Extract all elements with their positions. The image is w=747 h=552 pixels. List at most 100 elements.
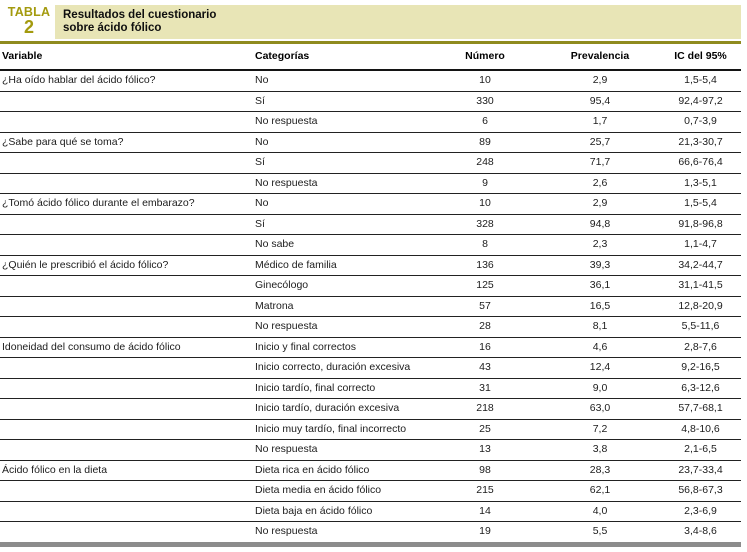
cell-prevalencia: 8,1	[540, 316, 660, 338]
cell-variable	[0, 521, 255, 547]
table-row: Ginecólogo 125 36,1 31,1-41,5	[0, 275, 741, 297]
cell-prevalencia: 5,5	[540, 521, 660, 547]
accent-rule	[0, 41, 741, 44]
cell-numero: 125	[430, 275, 540, 297]
cell-ic: 92,4-97,2	[660, 91, 741, 112]
cell-categoria: Dieta media en ácido fólico	[255, 480, 430, 502]
table-row: Inicio tardío, duración excesiva 218 63,0 5…	[0, 398, 741, 420]
cell-ic: 1,5-5,4	[660, 70, 741, 92]
cell-categoria: Inicio correcto, duración excesiva	[255, 357, 430, 379]
cell-numero: 31	[430, 378, 540, 399]
cell-variable	[0, 357, 255, 379]
cell-ic: 34,2-44,7	[660, 255, 741, 276]
cell-ic: 23,7-33,4	[660, 460, 741, 481]
cell-prevalencia: 71,7	[540, 152, 660, 174]
cell-ic: 9,2-16,5	[660, 357, 741, 379]
cell-prevalencia: 95,4	[540, 91, 660, 112]
cell-prevalencia: 2,6	[540, 173, 660, 194]
cell-ic: 2,1-6,5	[660, 439, 741, 461]
cell-prevalencia: 25,7	[540, 132, 660, 153]
cell-numero: 330	[430, 91, 540, 112]
cell-categoria: Sí	[255, 214, 430, 235]
table-row: No respuesta 13 3,8 2,1-6,5	[0, 439, 741, 461]
cell-prevalencia: 36,1	[540, 275, 660, 297]
cell-categoria: Dieta rica en ácido fólico	[255, 460, 430, 481]
cell-categoria: No	[255, 132, 430, 153]
table-title-line1: Resultados del cuestionario	[63, 8, 217, 21]
cell-numero: 10	[430, 70, 540, 92]
cell-variable	[0, 275, 255, 297]
cell-variable	[0, 378, 255, 399]
cell-prevalencia: 3,8	[540, 439, 660, 461]
cell-categoria: Sí	[255, 152, 430, 174]
cell-variable	[0, 398, 255, 420]
cell-prevalencia: 2,9	[540, 193, 660, 215]
cell-numero: 8	[430, 234, 540, 256]
table-row: No sabe 8 2,3 1,1-4,7	[0, 234, 741, 256]
cell-ic: 4,8-10,6	[660, 419, 741, 440]
cell-ic: 57,7-68,1	[660, 398, 741, 420]
cell-numero: 218	[430, 398, 540, 420]
table-header-row: Variable Categorías Número Prevalencia I…	[0, 44, 741, 71]
cell-ic: 5,5-11,6	[660, 316, 741, 338]
cell-variable	[0, 111, 255, 133]
cell-numero: 28	[430, 316, 540, 338]
cell-categoria: No	[255, 193, 430, 215]
table-row: Ácido fólico en la dieta Dieta rica en ác…	[0, 460, 741, 481]
cell-prevalencia: 9,0	[540, 378, 660, 399]
cell-ic: 2,8-7,6	[660, 337, 741, 358]
cell-variable: Idoneidad del consumo de ácido fólico	[0, 337, 255, 358]
cell-variable: Ácido fólico en la dieta	[0, 460, 255, 481]
cell-variable	[0, 501, 255, 522]
cell-ic: 1,5-5,4	[660, 193, 741, 215]
table-row: No respuesta 28 8,1 5,5-11,6	[0, 316, 741, 338]
cell-prevalencia: 39,3	[540, 255, 660, 276]
table-row: Dieta baja en ácido fólico 14 4,0 2,3-6,9	[0, 501, 741, 522]
cell-numero: 10	[430, 193, 540, 215]
cell-ic: 0,7-3,9	[660, 111, 741, 133]
cell-variable: ¿Ha oído hablar del ácido fólico?	[0, 70, 255, 92]
cell-numero: 13	[430, 439, 540, 461]
cell-variable	[0, 91, 255, 112]
cell-ic: 56,8-67,3	[660, 480, 741, 502]
cell-categoria: Inicio muy tardío, final incorrecto	[255, 419, 430, 440]
cell-categoria: No respuesta	[255, 316, 430, 338]
cell-ic: 1,3-5,1	[660, 173, 741, 194]
cell-categoria: No	[255, 70, 430, 92]
cell-ic: 91,8-96,8	[660, 214, 741, 235]
cell-prevalencia: 1,7	[540, 111, 660, 133]
cell-variable	[0, 296, 255, 317]
cell-variable	[0, 173, 255, 194]
cell-categoria: Inicio tardío, final correcto	[255, 378, 430, 399]
cell-variable	[0, 234, 255, 256]
table-row: Sí 330 95,4 92,4-97,2	[0, 91, 741, 112]
results-table: Variable Categorías Número Prevalencia I…	[0, 44, 741, 547]
table-label-number: 2	[23, 17, 34, 37]
cell-prevalencia: 62,1	[540, 480, 660, 502]
cell-categoria: No sabe	[255, 234, 430, 256]
cell-numero: 19	[430, 521, 540, 547]
table-row: ¿Ha oído hablar del ácido fólico? No 10 2,9…	[0, 70, 741, 92]
cell-variable: ¿Sabe para qué se toma?	[0, 132, 255, 153]
cell-categoria: Sí	[255, 91, 430, 112]
cell-categoria: Médico de familia	[255, 255, 430, 276]
table-number-label: TABLA 2	[4, 6, 54, 37]
cell-numero: 6	[430, 111, 540, 133]
cell-numero: 98	[430, 460, 540, 481]
cell-ic: 31,1-41,5	[660, 275, 741, 297]
cell-ic: 6,3-12,6	[660, 378, 741, 399]
col-header-ic95: IC del 95%	[660, 44, 741, 71]
cell-categoria: Matrona	[255, 296, 430, 317]
cell-numero: 136	[430, 255, 540, 276]
cell-numero: 215	[430, 480, 540, 502]
cell-categoria: No respuesta	[255, 521, 430, 547]
cell-ic: 3,4-8,6	[660, 521, 741, 547]
cell-numero: 57	[430, 296, 540, 317]
cell-categoria: Ginecólogo	[255, 275, 430, 297]
cell-prevalencia: 12,4	[540, 357, 660, 379]
cell-numero: 328	[430, 214, 540, 235]
cell-categoria: Dieta baja en ácido fólico	[255, 501, 430, 522]
cell-numero: 16	[430, 337, 540, 358]
table-title-line2: sobre ácido fólico	[63, 22, 162, 34]
